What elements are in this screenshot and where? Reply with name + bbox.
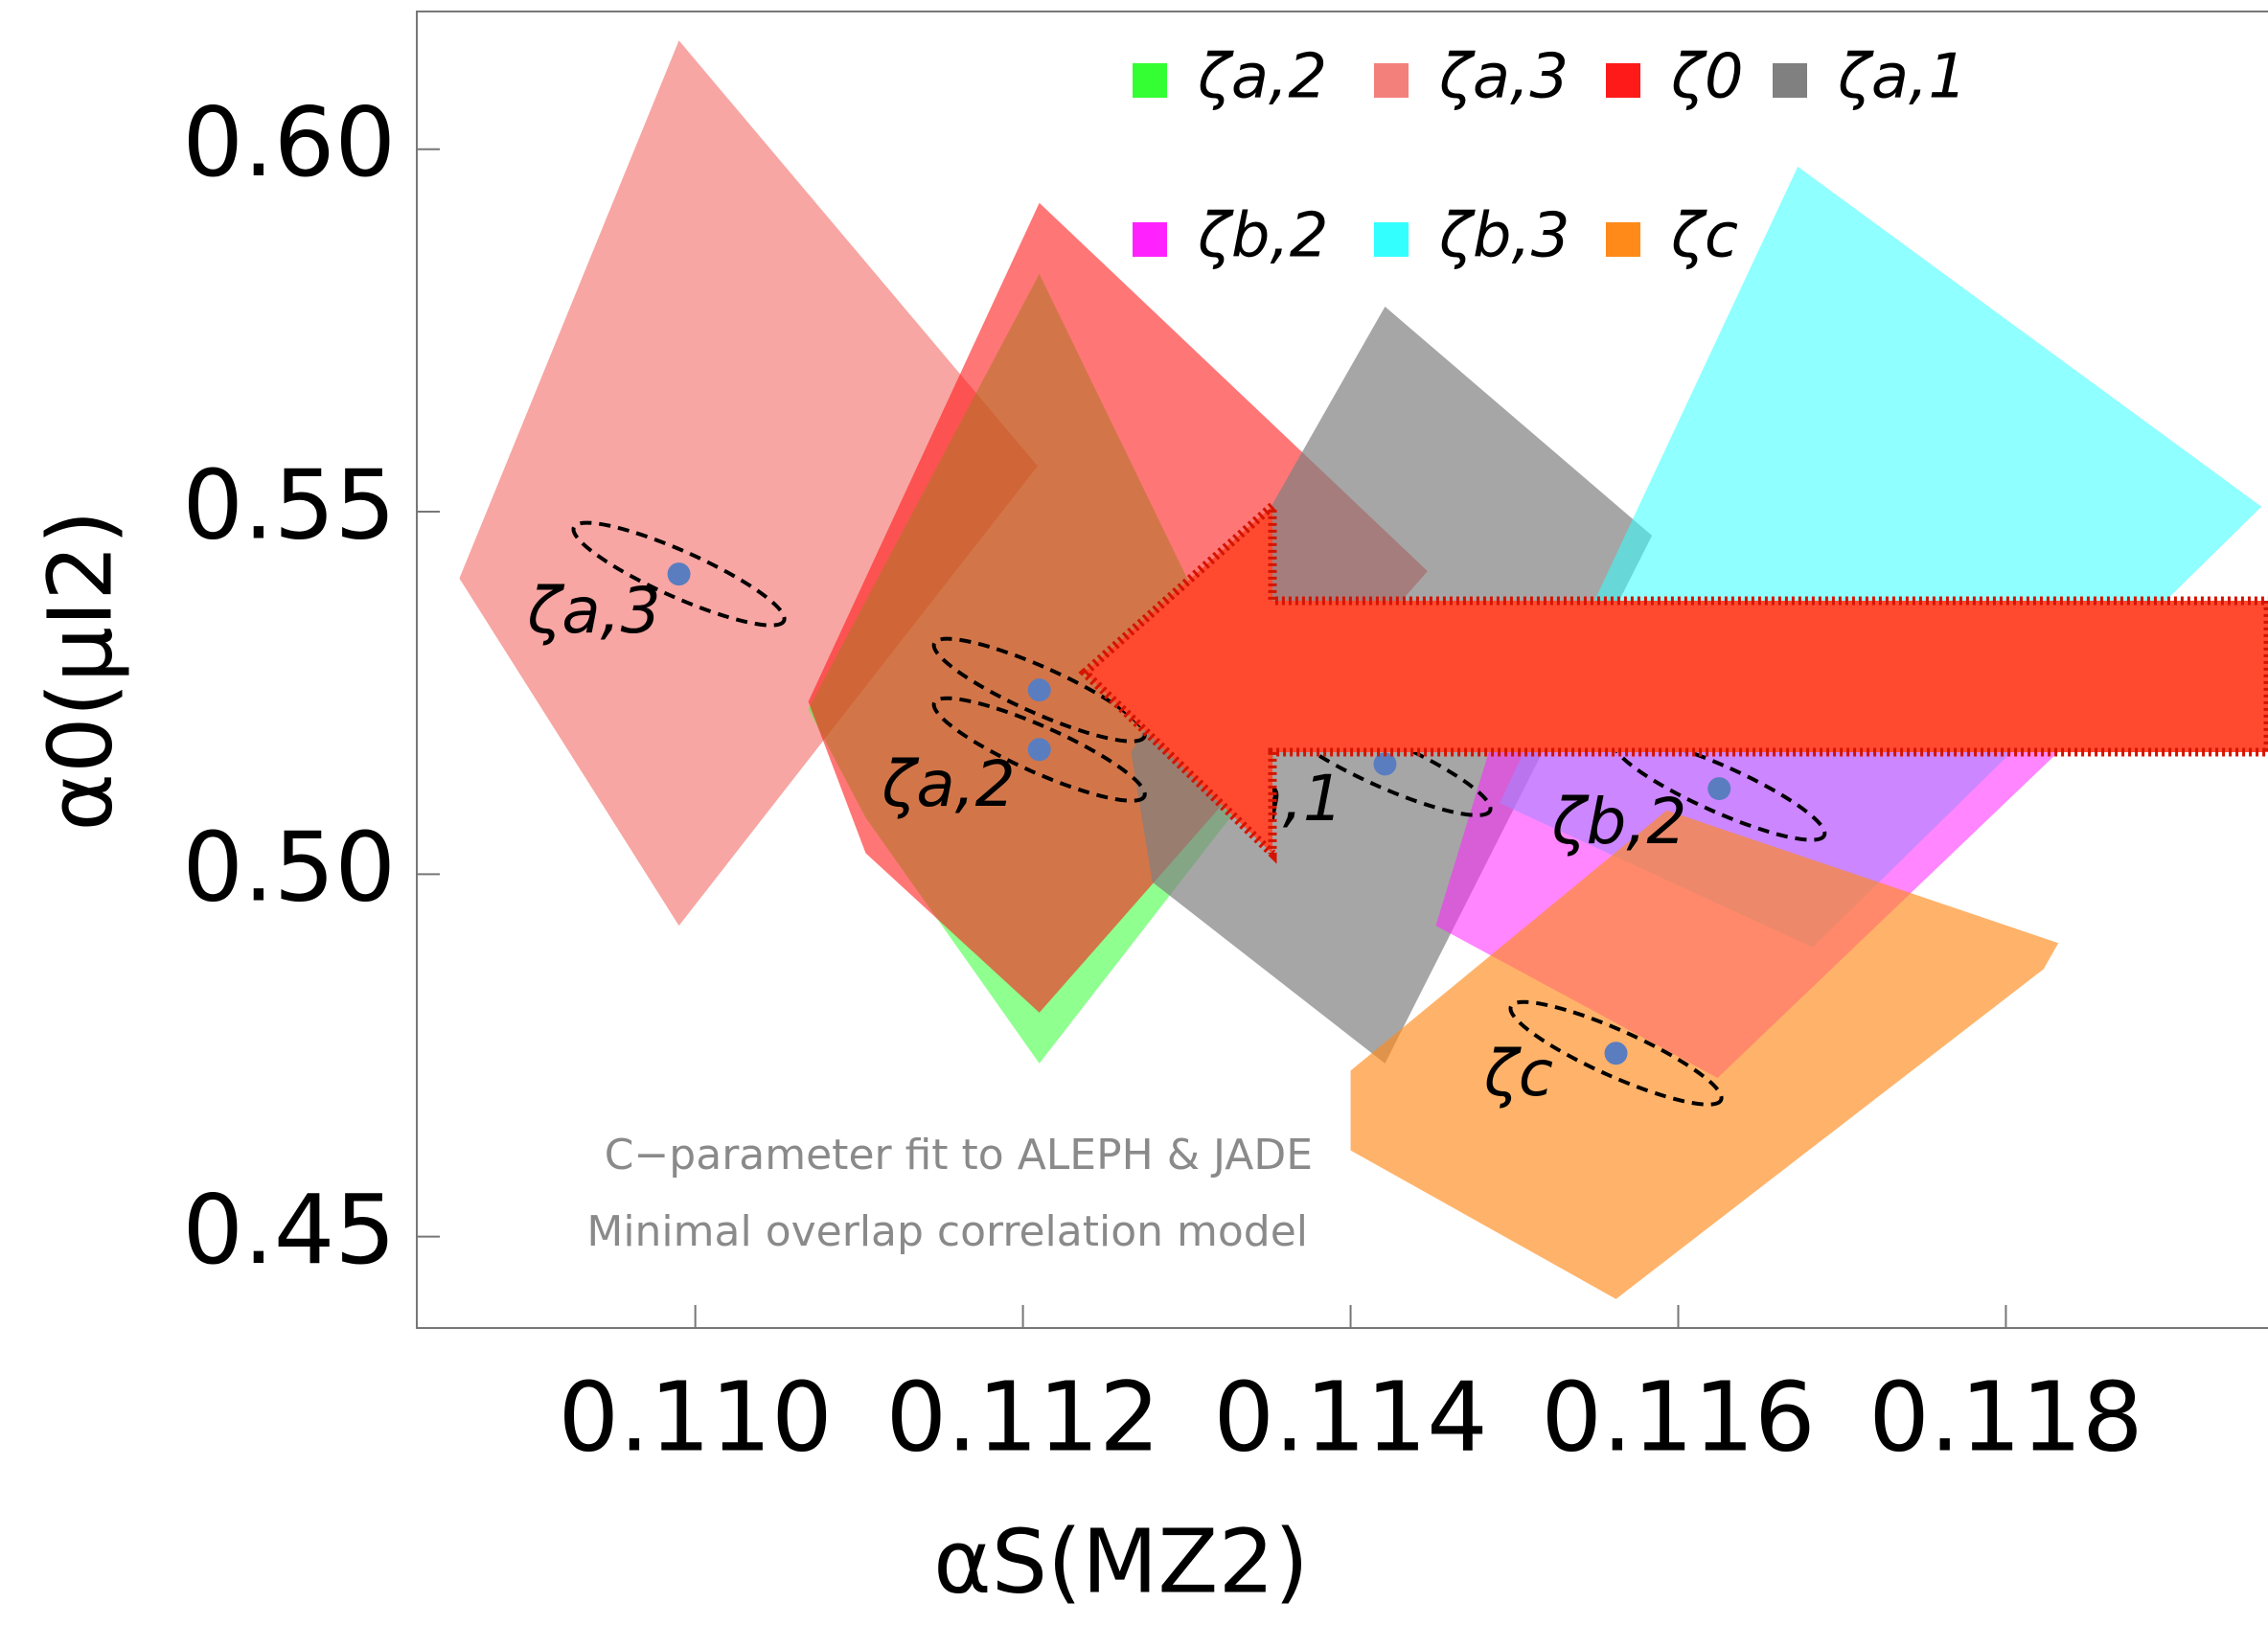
- x-tick-label: 0.116: [1541, 1361, 1815, 1473]
- y-axis-label: α0(μI2): [29, 510, 131, 831]
- x-axis-label: αS(MZ2): [933, 1510, 1309, 1613]
- central-point: [1028, 678, 1051, 701]
- central-point: [1605, 1042, 1628, 1065]
- legend-label: ζb,2: [1197, 201, 1329, 272]
- x-tick-label: 0.110: [559, 1361, 833, 1473]
- point-label: ζb,2: [1551, 785, 1687, 859]
- legend-swatch: [1773, 63, 1807, 98]
- annotation: C−parameter fit to ALEPH & JADE: [605, 1131, 1313, 1179]
- legend-swatch: [1606, 222, 1640, 257]
- legend-swatch: [1133, 222, 1167, 257]
- chart: ζa,3ζa,2a,1ζb,2ζc αS(MZ2) α0(μI2) C−para…: [0, 0, 2268, 1626]
- x-tick-label: 0.112: [885, 1361, 1159, 1473]
- central-point: [668, 562, 691, 585]
- point-label: ζa,2: [881, 747, 1015, 821]
- legend-label: ζa,1: [1837, 42, 1967, 113]
- point-label: ζa,3: [526, 574, 660, 648]
- y-tick-label: 0.55: [182, 448, 396, 561]
- point-label: ζc: [1483, 1037, 1553, 1111]
- legend-label: ζ0: [1670, 42, 1744, 113]
- central-point: [1028, 738, 1051, 761]
- central-point: [1707, 777, 1730, 800]
- annotation: Minimal overlap correlation model: [586, 1207, 1308, 1256]
- legend-swatch: [1374, 222, 1409, 257]
- x-tick-label: 0.118: [1868, 1361, 2142, 1473]
- page: ζa,3ζa,2a,1ζb,2ζc αS(MZ2) α0(μI2) C−para…: [0, 0, 2268, 1626]
- legend-label: ζa,3: [1438, 42, 1569, 113]
- legend-label: ζc: [1670, 201, 1738, 272]
- y-tick-label: 0.45: [182, 1174, 396, 1286]
- y-tick-label: 0.50: [182, 812, 396, 924]
- x-tick-label: 0.114: [1213, 1361, 1487, 1473]
- y-tick-label: 0.60: [182, 86, 396, 198]
- legend-label: ζb,3: [1438, 201, 1570, 272]
- legend-swatch: [1374, 63, 1409, 98]
- legend-label: ζa,2: [1197, 42, 1327, 113]
- legend-swatch: [1133, 63, 1167, 98]
- legend-swatch: [1606, 63, 1640, 98]
